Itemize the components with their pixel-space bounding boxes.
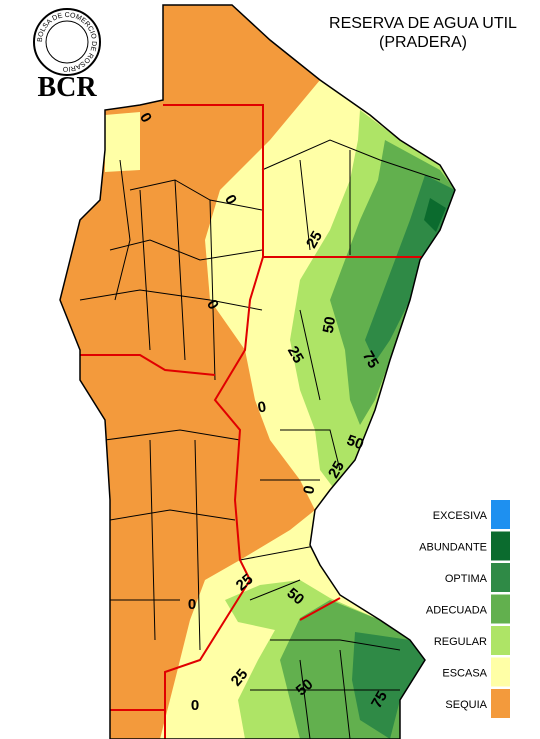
legend-label: REGULAR: [434, 636, 487, 648]
logo-ring: [33, 8, 101, 76]
contour-label: 25: [303, 228, 326, 251]
subtitle: (PRADERA): [379, 34, 467, 51]
legend-swatch: [491, 689, 510, 718]
logo-inner-ring: [45, 20, 89, 64]
contour-label: 25: [325, 458, 348, 481]
legend-label: ESCASA: [442, 668, 487, 680]
legend-swatch: [491, 594, 510, 624]
contour-label: 50: [344, 432, 365, 454]
legend-swatch: [491, 500, 510, 529]
contour-label: 0: [191, 697, 199, 714]
contour-label: 0: [300, 484, 318, 495]
contour-label: 0: [188, 596, 196, 613]
contour-label: 25: [284, 343, 307, 366]
legend-swatch: [491, 626, 510, 655]
legend-label: ADECUADA: [426, 605, 488, 617]
contour-label: 75: [359, 348, 382, 371]
legend-label: EXCESIVA: [433, 510, 488, 522]
department-borders: [80, 104, 425, 739]
legend: EXCESIVA ABUNDANTE OPTIMA ADECUADA REGULAR ES…: [419, 500, 510, 718]
legend-swatch: [491, 563, 510, 592]
zone-abundante: [424, 198, 446, 232]
zone-optima: [352, 175, 455, 739]
title: RESERVA DE AGUA UTIL: [329, 15, 517, 32]
contour-label: 50: [320, 315, 340, 334]
legend-swatch: [491, 657, 510, 687]
legend-swatch: [491, 531, 510, 561]
contour-label: 75: [368, 688, 391, 711]
contour-label: 0: [256, 398, 267, 416]
legend-label: OPTIMA: [445, 573, 488, 585]
logo-text: BCR: [37, 72, 97, 103]
legend-label: ABUNDANTE: [419, 542, 487, 554]
legend-label: SEQUIA: [445, 699, 487, 711]
district-borders: [79, 139, 441, 739]
